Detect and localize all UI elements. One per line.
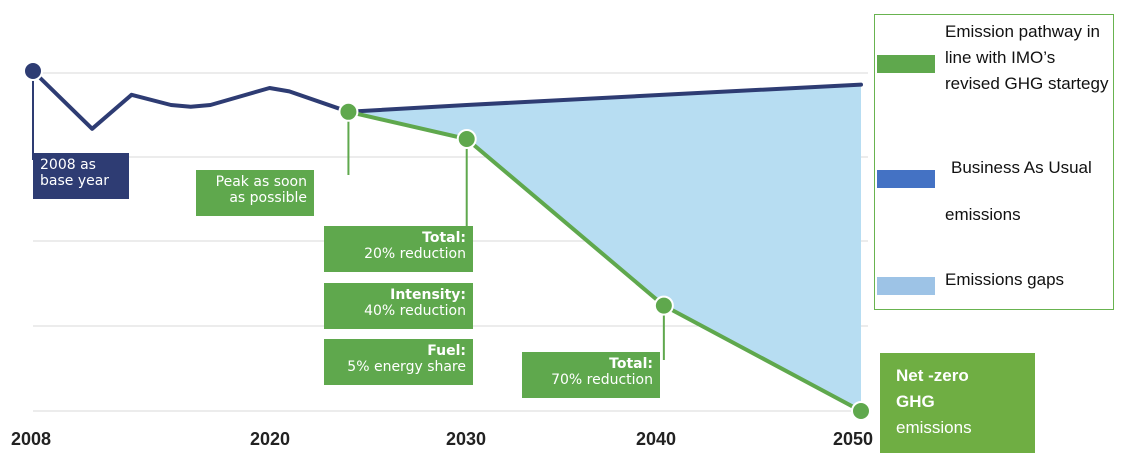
x-tick-label: 2040 (636, 429, 677, 449)
data-point-marker (456, 129, 477, 149)
data-point-marker (338, 101, 359, 122)
net-zero-box: Net -zero GHG emissions (880, 353, 1035, 453)
callout-total-2040-body: 70% reduction (551, 372, 653, 388)
legend-label-pathway: Emission pathway in line with IMO’s revi… (945, 22, 1109, 93)
bau-series-line (31, 69, 863, 131)
data-point-marker (653, 295, 674, 316)
callout-intensity-2030-head: Intensity: (390, 287, 466, 303)
legend-swatch-pathway (877, 55, 935, 73)
callout-base-year: 2008 as base year (33, 153, 129, 199)
x-tick-label: 2008 (11, 429, 52, 449)
callout-total-2040: Total: 70% reduction (522, 352, 660, 398)
callout-fuel-2030-body: 5% energy share (347, 359, 466, 375)
x-tick-label: 2050 (833, 429, 874, 449)
legend-label-bau-line1: Business As Usual (951, 158, 1092, 177)
callout-base-year-line2: base year (40, 173, 110, 189)
callout-total-2030: Total: 20% reduction (324, 226, 473, 272)
legend-label-gap: Emissions gaps (945, 270, 1065, 289)
data-point-marker (851, 401, 871, 421)
legend-swatch-gap (877, 277, 935, 295)
callout-peak-line1: Peak as soon (215, 174, 307, 190)
net-zero-line1: Net -zero (896, 366, 969, 385)
net-zero-line2: GHG (896, 392, 935, 411)
net-zero-line3: emissions (896, 418, 972, 437)
callout-total-2030-head: Total: (422, 230, 466, 246)
legend-swatch-bau (877, 170, 935, 188)
callout-total-2030-body: 20% reduction (364, 246, 466, 262)
pathway-series-line (346, 109, 863, 413)
emissions-gap-area (348, 84, 861, 411)
data-point-marker (23, 61, 43, 81)
callout-peak-line2: as possible (229, 190, 307, 206)
callout-base-year-line1: 2008 as (40, 157, 96, 173)
callout-peak: Peak as soon as possible (196, 170, 314, 216)
legend: Emission pathway in line with IMO’s revi… (874, 14, 1114, 310)
callout-intensity-2030-body: 40% reduction (364, 303, 466, 319)
callout-fuel-2030: Fuel: 5% energy share (324, 339, 473, 385)
x-tick-label: 2030 (446, 429, 487, 449)
callout-total-2040-head: Total: (609, 356, 653, 372)
legend-label-bau-line2: emissions (945, 205, 1021, 224)
callout-intensity-2030: Intensity: 40% reduction (324, 283, 473, 329)
callout-fuel-2030-head: Fuel: (427, 343, 466, 359)
x-tick-label: 2020 (250, 429, 291, 449)
